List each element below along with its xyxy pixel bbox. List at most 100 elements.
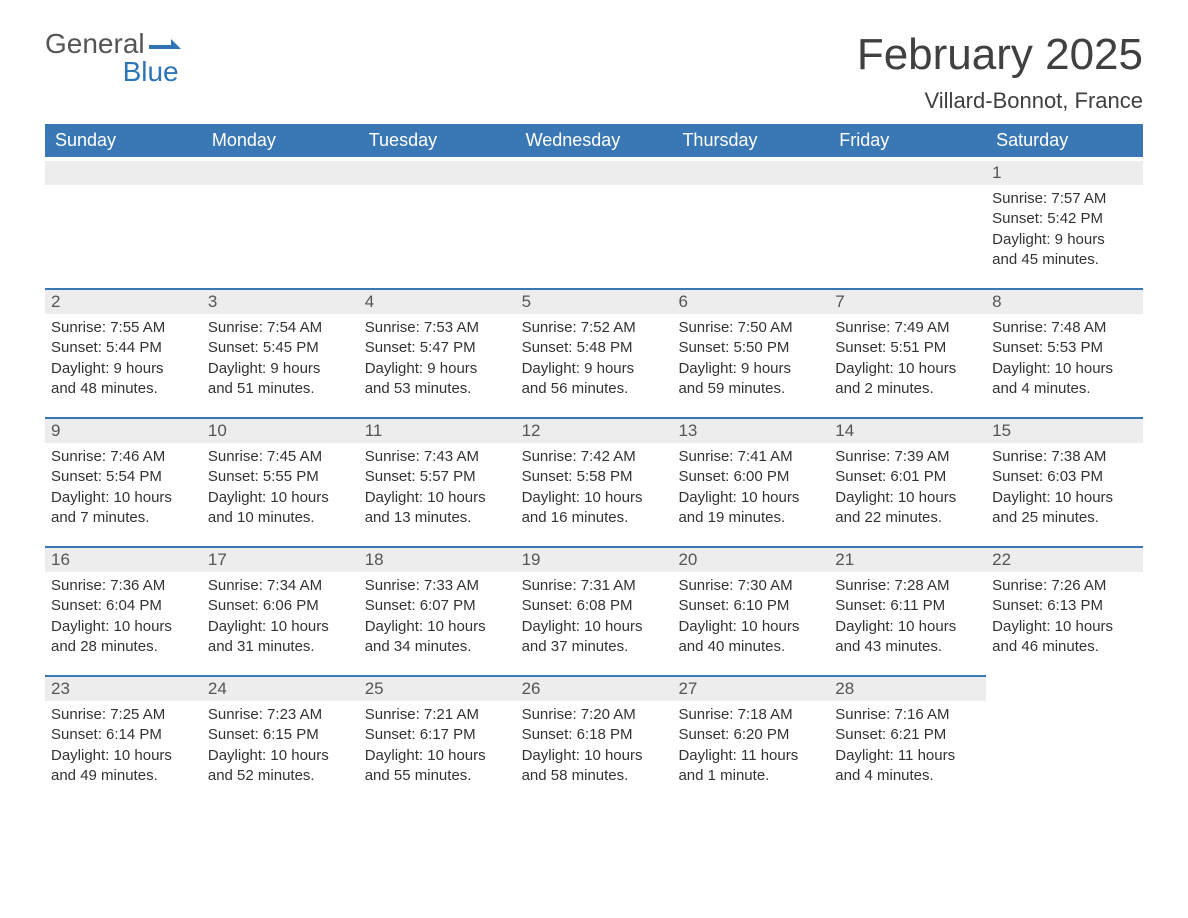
day-cell: 13Sunrise: 7:41 AMSunset: 6:00 PMDayligh… [672, 413, 829, 542]
day-sunrise: Sunrise: 7:34 AM [208, 576, 353, 596]
day-sunset: Sunset: 6:21 PM [835, 725, 980, 745]
day-info: Sunrise: 7:33 AMSunset: 6:07 PMDaylight:… [365, 576, 510, 657]
day-sunrise: Sunrise: 7:42 AM [522, 447, 667, 467]
week-row: 9Sunrise: 7:46 AMSunset: 5:54 PMDaylight… [45, 413, 1143, 542]
day-sunset: Sunset: 5:55 PM [208, 467, 353, 487]
day-number: 12 [516, 417, 673, 443]
day-number: 19 [516, 546, 673, 572]
day-cell: 1Sunrise: 7:57 AMSunset: 5:42 PMDaylight… [986, 157, 1143, 284]
day-cell: 9Sunrise: 7:46 AMSunset: 5:54 PMDaylight… [45, 413, 202, 542]
day-cell: 4Sunrise: 7:53 AMSunset: 5:47 PMDaylight… [359, 284, 516, 413]
day-number: 13 [672, 417, 829, 443]
day-day2: and 58 minutes. [522, 766, 667, 786]
day-sunrise: Sunrise: 7:46 AM [51, 447, 196, 467]
day-info: Sunrise: 7:39 AMSunset: 6:01 PMDaylight:… [835, 447, 980, 528]
day-cell: 8Sunrise: 7:48 AMSunset: 5:53 PMDaylight… [986, 284, 1143, 413]
day-day1: Daylight: 10 hours [992, 488, 1137, 508]
day-cell: 26Sunrise: 7:20 AMSunset: 6:18 PMDayligh… [516, 671, 673, 800]
weekday-header: Wednesday [516, 124, 673, 157]
day-day1: Daylight: 10 hours [835, 359, 980, 379]
day-day1: Daylight: 10 hours [365, 746, 510, 766]
day-day2: and 34 minutes. [365, 637, 510, 657]
day-sunset: Sunset: 5:51 PM [835, 338, 980, 358]
day-day1: Daylight: 11 hours [678, 746, 823, 766]
day-sunset: Sunset: 6:01 PM [835, 467, 980, 487]
day-day2: and 46 minutes. [992, 637, 1137, 657]
day-sunset: Sunset: 5:47 PM [365, 338, 510, 358]
day-day1: Daylight: 10 hours [522, 746, 667, 766]
day-info: Sunrise: 7:18 AMSunset: 6:20 PMDaylight:… [678, 705, 823, 786]
day-day2: and 19 minutes. [678, 508, 823, 528]
day-number [45, 161, 202, 185]
day-day2: and 51 minutes. [208, 379, 353, 399]
day-number [516, 161, 673, 185]
day-sunrise: Sunrise: 7:39 AM [835, 447, 980, 467]
day-sunrise: Sunrise: 7:48 AM [992, 318, 1137, 338]
day-info: Sunrise: 7:25 AMSunset: 6:14 PMDaylight:… [51, 705, 196, 786]
day-number: 11 [359, 417, 516, 443]
day-day1: Daylight: 10 hours [208, 488, 353, 508]
day-cell: 22Sunrise: 7:26 AMSunset: 6:13 PMDayligh… [986, 542, 1143, 671]
day-cell [359, 157, 516, 284]
day-info: Sunrise: 7:34 AMSunset: 6:06 PMDaylight:… [208, 576, 353, 657]
day-number: 14 [829, 417, 986, 443]
day-sunrise: Sunrise: 7:54 AM [208, 318, 353, 338]
day-sunset: Sunset: 5:48 PM [522, 338, 667, 358]
logo-top: General [45, 30, 181, 58]
day-number: 25 [359, 675, 516, 701]
day-day2: and 48 minutes. [51, 379, 196, 399]
day-day1: Daylight: 10 hours [51, 746, 196, 766]
day-info: Sunrise: 7:53 AMSunset: 5:47 PMDaylight:… [365, 318, 510, 399]
weekday-header: Sunday [45, 124, 202, 157]
day-sunrise: Sunrise: 7:43 AM [365, 447, 510, 467]
day-day2: and 13 minutes. [365, 508, 510, 528]
day-day1: Daylight: 10 hours [522, 617, 667, 637]
day-sunrise: Sunrise: 7:45 AM [208, 447, 353, 467]
day-day1: Daylight: 10 hours [365, 617, 510, 637]
day-sunrise: Sunrise: 7:38 AM [992, 447, 1137, 467]
day-day2: and 31 minutes. [208, 637, 353, 657]
day-cell: 10Sunrise: 7:45 AMSunset: 5:55 PMDayligh… [202, 413, 359, 542]
day-info: Sunrise: 7:46 AMSunset: 5:54 PMDaylight:… [51, 447, 196, 528]
day-day2: and 49 minutes. [51, 766, 196, 786]
day-info: Sunrise: 7:50 AMSunset: 5:50 PMDaylight:… [678, 318, 823, 399]
day-sunset: Sunset: 6:17 PM [365, 725, 510, 745]
day-sunset: Sunset: 6:20 PM [678, 725, 823, 745]
day-cell: 15Sunrise: 7:38 AMSunset: 6:03 PMDayligh… [986, 413, 1143, 542]
week-row: 23 Sunrise: 7:25 AMSunset: 6:14 PMDayligh… [45, 671, 1143, 800]
day-day1: Daylight: 9 hours [208, 359, 353, 379]
day-number: 23 [45, 675, 202, 701]
day-day1: Daylight: 10 hours [208, 746, 353, 766]
flag-icon [149, 30, 181, 58]
day-sunrise: Sunrise: 7:31 AM [522, 576, 667, 596]
day-cell [516, 157, 673, 284]
day-cell: 7Sunrise: 7:49 AMSunset: 5:51 PMDaylight… [829, 284, 986, 413]
day-day2: and 37 minutes. [522, 637, 667, 657]
day-sunrise: Sunrise: 7:26 AM [992, 576, 1137, 596]
day-number [359, 161, 516, 185]
day-info: Sunrise: 7:38 AMSunset: 6:03 PMDaylight:… [992, 447, 1137, 528]
day-number: 8 [986, 288, 1143, 314]
day-number [829, 161, 986, 185]
day-day2: and 2 minutes. [835, 379, 980, 399]
day-sunrise: Sunrise: 7:36 AM [51, 576, 196, 596]
weekday-header: Monday [202, 124, 359, 157]
day-sunset: Sunset: 6:07 PM [365, 596, 510, 616]
day-cell [202, 157, 359, 284]
day-cell: 20Sunrise: 7:30 AMSunset: 6:10 PMDayligh… [672, 542, 829, 671]
day-day2: and 10 minutes. [208, 508, 353, 528]
day-number: 5 [516, 288, 673, 314]
day-cell: 16Sunrise: 7:36 AMSunset: 6:04 PMDayligh… [45, 542, 202, 671]
day-day2: and 53 minutes. [365, 379, 510, 399]
day-day1: Daylight: 11 hours [835, 746, 980, 766]
day-number: 3 [202, 288, 359, 314]
day-sunset: Sunset: 6:00 PM [678, 467, 823, 487]
day-info: Sunrise: 7:42 AMSunset: 5:58 PMDaylight:… [522, 447, 667, 528]
location-label: Villard-Bonnot, France [857, 88, 1143, 114]
day-info: Sunrise: 7:52 AMSunset: 5:48 PMDaylight:… [522, 318, 667, 399]
day-cell: 21Sunrise: 7:28 AMSunset: 6:11 PMDayligh… [829, 542, 986, 671]
day-cell: 24Sunrise: 7:23 AMSunset: 6:15 PMDayligh… [202, 671, 359, 800]
header: General Blue February 2025 Villard-Bonno… [45, 30, 1143, 114]
day-cell [986, 671, 1143, 800]
logo-text-top: General [45, 30, 145, 58]
